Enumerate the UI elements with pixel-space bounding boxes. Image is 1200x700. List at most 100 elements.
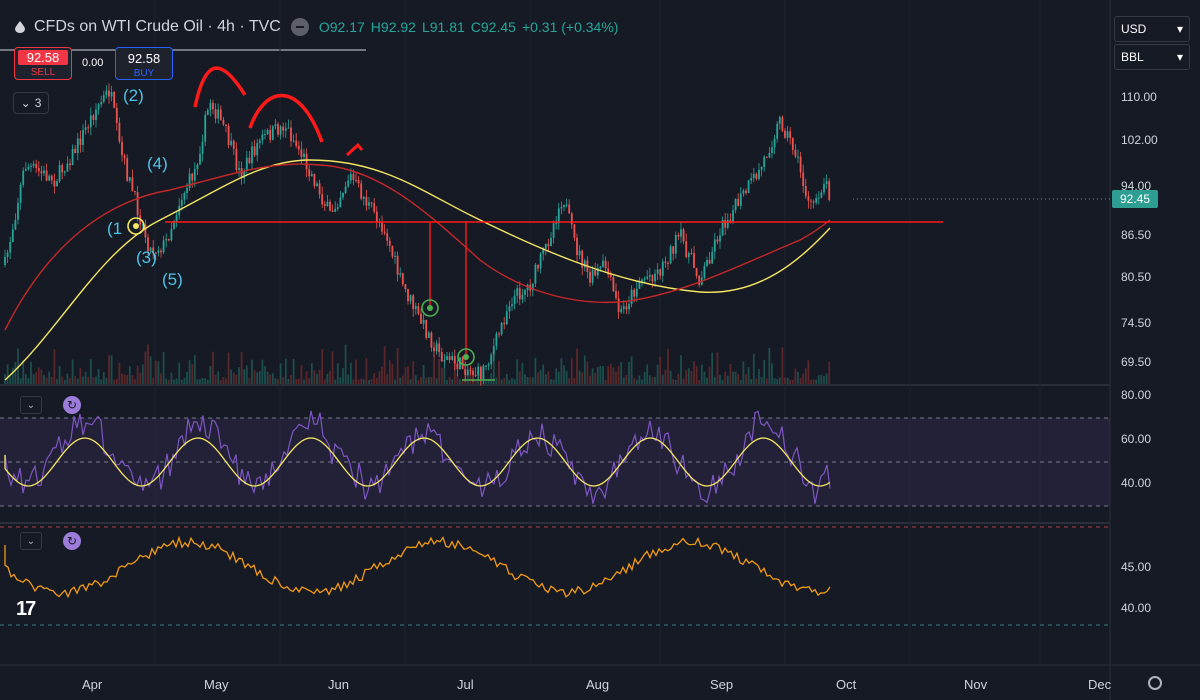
volume-bar	[420, 376, 422, 384]
ohlc-values: O92.17 H92.92 L91.81 C92.45 +0.31 (+0.34%)	[319, 19, 625, 35]
volume-bar	[131, 375, 134, 384]
sell-button[interactable]: 92.58 SELL	[14, 47, 72, 80]
buy-button[interactable]: 92.58 BUY	[115, 47, 173, 80]
candle-body	[295, 140, 298, 146]
volume-bar	[76, 378, 79, 384]
volume-bar	[365, 358, 368, 384]
volume-bars	[4, 344, 831, 384]
candle-body	[352, 173, 355, 180]
volume-bar	[37, 367, 40, 384]
hide-icon[interactable]	[290, 18, 309, 36]
candle-body	[290, 127, 292, 142]
candle-body	[570, 213, 573, 225]
volume-bar	[651, 376, 654, 384]
candle-body	[136, 192, 139, 216]
low-value: L91.81	[421, 19, 465, 35]
candle-body	[456, 363, 459, 370]
chevron-down-icon: ⌄	[20, 96, 31, 110]
indicators-collapse-button[interactable]: ⌄ 3	[13, 92, 49, 114]
candle-body	[495, 333, 498, 347]
volume-bar	[243, 369, 246, 384]
volume-bar	[212, 351, 214, 384]
symbol-title[interactable]: CFDs on WTI Crude Oil · 4h · TVC	[34, 18, 281, 35]
candle-body	[50, 175, 53, 181]
volume-bar	[602, 366, 604, 384]
volume-bar	[721, 379, 724, 384]
volume-bar	[456, 374, 459, 384]
volume-bar	[534, 357, 537, 384]
volume-bar	[812, 379, 815, 384]
volume-bar	[459, 379, 461, 384]
volume-bar	[685, 370, 688, 384]
candle-body	[817, 197, 820, 199]
volume-bar	[625, 374, 628, 384]
unit-select[interactable]: BBL ▾	[1114, 44, 1190, 70]
volume-bar	[646, 364, 649, 384]
gear-icon[interactable]	[1148, 676, 1162, 690]
candle-body	[355, 179, 357, 181]
candle-body	[490, 354, 493, 365]
currency-select[interactable]: USD ▾	[1114, 16, 1190, 42]
candle-body	[417, 306, 420, 314]
candle-body	[427, 332, 430, 338]
volume-bar	[56, 379, 58, 384]
candle-body	[326, 201, 329, 206]
volume-bar	[24, 374, 27, 384]
volume-bar	[297, 378, 300, 384]
candle-body	[557, 208, 560, 224]
candle-body	[797, 156, 799, 158]
volume-bar	[547, 371, 550, 384]
candle-body	[677, 234, 680, 237]
volume-bar	[448, 377, 451, 384]
volume-bar	[768, 347, 771, 384]
candle-body	[508, 306, 511, 312]
volume-bar	[771, 363, 773, 384]
volume-bar	[745, 373, 747, 384]
volume-bar	[310, 363, 313, 384]
volume-bar	[638, 375, 641, 384]
candle-body	[30, 165, 32, 167]
volume-bar	[305, 371, 308, 384]
volume-bar	[755, 378, 758, 384]
candle-body	[547, 243, 550, 247]
volume-bar	[136, 365, 139, 384]
volume-bar	[199, 379, 201, 384]
volume-bar	[791, 379, 794, 384]
volume-bar	[573, 377, 576, 384]
volume-bar	[53, 349, 56, 384]
volume-bar	[729, 363, 732, 384]
candle-body	[594, 269, 597, 276]
volume-bar	[92, 377, 95, 384]
candle-body	[186, 187, 188, 194]
candle-body	[206, 109, 209, 115]
volume-bar	[261, 359, 264, 384]
candle-body	[555, 223, 558, 225]
candle-body	[118, 122, 121, 142]
volume-bar	[108, 355, 110, 384]
rsi-collapse-button[interactable]: ⌄	[20, 396, 42, 414]
volume-bar	[698, 379, 701, 384]
candle-body	[521, 294, 524, 300]
candle-body	[170, 228, 173, 241]
oscillator-pane	[0, 526, 1110, 626]
volume-bar	[287, 378, 290, 384]
volume-bar	[225, 378, 227, 384]
candle-body	[659, 269, 662, 276]
volume-bar	[711, 352, 714, 384]
candle-body	[628, 304, 630, 310]
refresh-icon[interactable]: ↻	[63, 532, 81, 550]
volume-bar	[22, 360, 25, 384]
candle-body	[729, 219, 732, 223]
candle-body	[165, 238, 168, 241]
volume-bar	[251, 359, 253, 384]
candle-body	[331, 210, 334, 212]
volume-bar	[565, 370, 568, 384]
shoulder-arc	[248, 93, 324, 143]
candle-body	[339, 197, 342, 208]
osc-collapse-button[interactable]: ⌄	[20, 532, 42, 550]
candle-body	[407, 289, 409, 302]
volume-bar	[209, 365, 212, 384]
candle-body	[724, 219, 727, 228]
refresh-icon[interactable]: ↻	[63, 396, 81, 414]
